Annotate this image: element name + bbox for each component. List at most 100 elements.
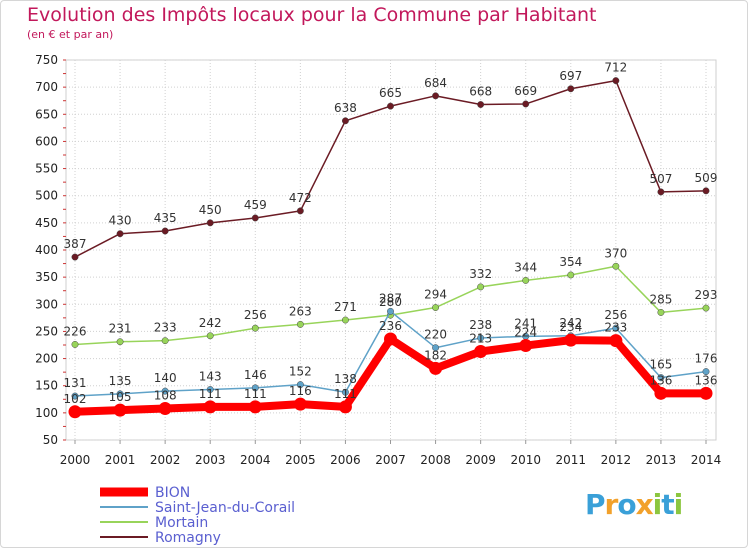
data-label: 140: [154, 371, 177, 385]
data-label: 472: [289, 191, 312, 205]
data-label: 287: [379, 291, 402, 305]
y-tick-label: 400: [35, 243, 58, 257]
data-label: 354: [559, 255, 582, 269]
data-label: 285: [649, 292, 672, 306]
data-point: [387, 307, 394, 315]
data-point: [71, 392, 79, 400]
data-label: 143: [199, 370, 222, 384]
logo-letter: r: [604, 488, 619, 521]
data-label: 241: [514, 316, 537, 330]
data-label: 509: [695, 171, 718, 185]
data-point: [341, 117, 349, 125]
data-point: [203, 400, 217, 414]
x-tick-label: 2007: [375, 453, 406, 467]
data-point: [116, 230, 124, 238]
logo-letter: t: [661, 488, 674, 521]
data-point: [612, 77, 620, 85]
data-point: [657, 308, 665, 316]
data-label: 712: [604, 61, 627, 75]
x-tick-label: 2009: [465, 453, 496, 467]
y-tick-label: 550: [35, 162, 58, 176]
y-tick-label: 650: [35, 107, 58, 121]
y-tick-label: 450: [35, 216, 58, 230]
data-label: 280: [379, 295, 402, 309]
data-label: 430: [109, 214, 132, 228]
data-label: 668: [469, 85, 492, 99]
data-point: [567, 85, 575, 93]
data-point: [522, 276, 530, 284]
data-point: [387, 102, 394, 110]
chart-subtitle: (en € et par an): [27, 28, 114, 41]
logo-letter: x: [635, 488, 654, 521]
x-tick-label: 2011: [556, 453, 587, 467]
data-point: [609, 334, 623, 348]
data-label: 450: [199, 203, 222, 217]
data-label: 236: [379, 319, 402, 333]
x-tick-label: 2010: [510, 453, 541, 467]
data-label: 108: [154, 389, 177, 403]
data-label: 684: [424, 76, 447, 90]
data-point: [71, 253, 79, 261]
logo-letter: i: [652, 488, 663, 521]
y-tick-label: 750: [35, 53, 58, 67]
data-label: 293: [695, 288, 718, 302]
data-point: [158, 402, 172, 416]
data-label: 435: [154, 211, 177, 225]
data-point: [296, 320, 304, 328]
data-point: [206, 386, 214, 393]
data-point: [699, 386, 713, 400]
data-label: 234: [559, 320, 582, 334]
data-point: [161, 387, 169, 395]
y-tick-label: 200: [35, 352, 58, 366]
data-label: 697: [559, 69, 582, 83]
data-point: [338, 400, 352, 414]
logo-letter: i: [673, 488, 684, 521]
data-point: [477, 334, 485, 342]
logo-letter: P: [585, 488, 606, 521]
x-tick-label: 2012: [601, 453, 632, 467]
data-point: [296, 207, 304, 215]
x-tick-label: 2000: [60, 453, 91, 467]
data-label: 233: [154, 321, 177, 335]
data-label: 146: [244, 368, 267, 382]
data-label: 105: [109, 390, 132, 404]
data-point: [432, 304, 440, 311]
x-tick-label: 2008: [420, 453, 451, 467]
data-label: 111: [199, 387, 222, 401]
data-label: 669: [514, 84, 537, 98]
data-point: [251, 384, 259, 392]
data-point: [161, 227, 169, 235]
data-point: [612, 324, 620, 332]
data-label: 220: [424, 328, 447, 342]
data-point: [432, 92, 440, 100]
data-point: [657, 188, 665, 196]
data-point: [248, 400, 262, 414]
data-point: [702, 304, 710, 312]
data-label: 135: [109, 374, 132, 388]
data-label: 256: [244, 308, 267, 322]
x-tick-label: 2002: [150, 453, 181, 467]
data-point: [251, 324, 259, 332]
data-label: 165: [649, 358, 672, 372]
data-point: [654, 386, 668, 400]
data-label: 638: [334, 101, 357, 115]
data-point: [341, 388, 349, 396]
y-tick-label: 300: [35, 297, 58, 311]
data-label: 182: [424, 348, 447, 362]
data-label: 459: [244, 198, 267, 212]
data-point: [567, 271, 575, 279]
data-label: 136: [649, 373, 672, 387]
data-point: [384, 332, 397, 346]
y-tick-label: 600: [35, 134, 58, 148]
x-tick-label: 2004: [240, 453, 271, 467]
data-label: 138: [334, 372, 357, 386]
data-point: [341, 316, 349, 324]
data-label: 176: [695, 352, 718, 366]
data-label: 294: [424, 288, 447, 302]
data-point: [116, 338, 124, 346]
data-label: 111: [244, 387, 267, 401]
data-label: 152: [289, 365, 312, 379]
y-tick-label: 250: [35, 324, 58, 338]
